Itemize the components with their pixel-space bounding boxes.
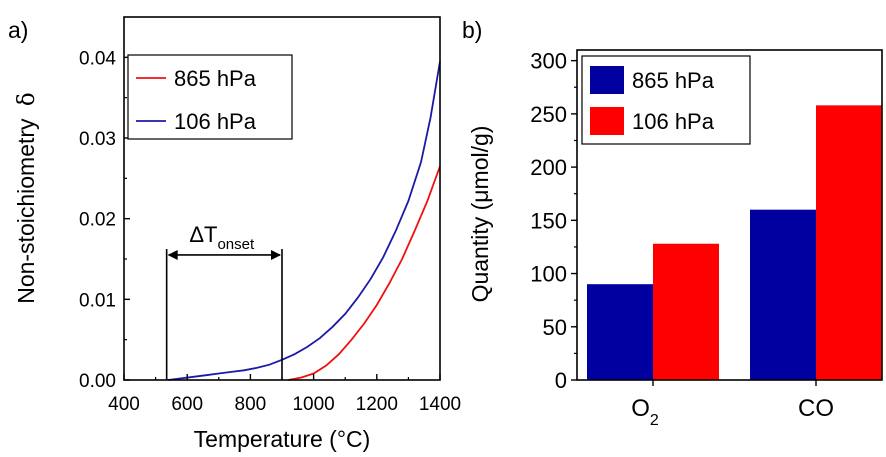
- x-tick-label: 1000: [292, 394, 334, 415]
- panel-a-legend: 865 hPa 106 hPa: [127, 54, 293, 140]
- series-line-0: [288, 165, 441, 381]
- bar-0-0: [587, 284, 653, 380]
- bar-y-tick-label: 100: [530, 262, 567, 287]
- x-tick-label: 600: [171, 394, 203, 415]
- bar-y-tick-label: 50: [543, 315, 567, 340]
- legend-swatch-106-bar: [590, 107, 624, 135]
- bar-1-0: [653, 243, 719, 380]
- legend-swatch-865-bar: [590, 66, 624, 94]
- x-tick-label: 800: [235, 394, 267, 415]
- x-tick-label: 400: [108, 394, 140, 415]
- panel-b-bars-group: [587, 105, 882, 381]
- onset-arrowhead-right: [271, 249, 281, 260]
- bar-1-1: [816, 105, 882, 381]
- y-tick-label: 0.02: [79, 210, 116, 231]
- panel-a-y-axis: 0.00 0.01 0.02 0.03 0.04: [79, 48, 130, 392]
- panel-b-plot-frame: [576, 49, 883, 381]
- panel-b-y-axis-title: Quantity (μmol/g): [467, 126, 493, 303]
- delta-t-onset-annotation: ΔTonset: [165, 222, 283, 380]
- onset-arrowhead-left: [167, 249, 178, 260]
- y-tick-label: 0.01: [79, 290, 116, 311]
- category-label: CO: [798, 395, 834, 422]
- panel-b-label: b): [462, 17, 482, 43]
- panel-a-x-axis: 400 600 800 1000 1200 1400: [108, 374, 461, 415]
- bar-y-tick-label: 0: [555, 368, 567, 393]
- panel-a-series-group: [168, 61, 441, 381]
- panel-a-y-axis-title-text: Non-stoichiometry: [13, 118, 39, 304]
- panel-a-y-axis-title: Non-stoichiometry δ: [13, 92, 40, 304]
- panel-b-bar-chart: b) O2 CO 0 50 100 150 200 250 300 Quantity (μmo…: [462, 17, 883, 429]
- panel-a-label: a): [8, 17, 28, 43]
- bar-y-tick-label: 250: [530, 102, 567, 127]
- bar-legend-label-865: 865 hPa: [632, 68, 715, 93]
- legend-label-106: 106 hPa: [174, 109, 257, 134]
- y-tick-label: 0.00: [79, 371, 116, 392]
- series-line-1: [168, 61, 441, 381]
- bar-0-1: [750, 209, 816, 380]
- legend-label-865: 865 hPa: [174, 66, 257, 91]
- onset-label: ΔTonset: [189, 222, 255, 253]
- x-tick-label: 1200: [356, 394, 398, 415]
- bar-y-tick-label: 300: [530, 49, 567, 74]
- y-tick-label: 0.03: [79, 129, 116, 150]
- bar-y-tick-label: 200: [530, 155, 567, 180]
- panel-b-x-axis: O2 CO: [631, 380, 834, 429]
- x-tick-label: 1400: [419, 394, 461, 415]
- panel-b-legend: 865 hPa 106 hPa: [581, 55, 751, 145]
- delta-symbol: δ: [14, 92, 40, 106]
- category-label: O2: [631, 395, 659, 429]
- panel-a-line-chart: a) ΔTonset 400 600 800 1000 1200 1400 0.000.0…: [8, 16, 461, 452]
- panel-a-legend-box: [127, 54, 293, 140]
- bar-legend-label-106: 106 hPa: [632, 109, 715, 134]
- panel-b-y-axis: 0 50 100 150 200 250 300: [530, 49, 577, 393]
- panel-a-x-axis-title: Temperature (°C): [194, 426, 371, 452]
- bar-y-tick-label: 150: [530, 208, 567, 233]
- y-tick-label: 0.04: [79, 48, 116, 69]
